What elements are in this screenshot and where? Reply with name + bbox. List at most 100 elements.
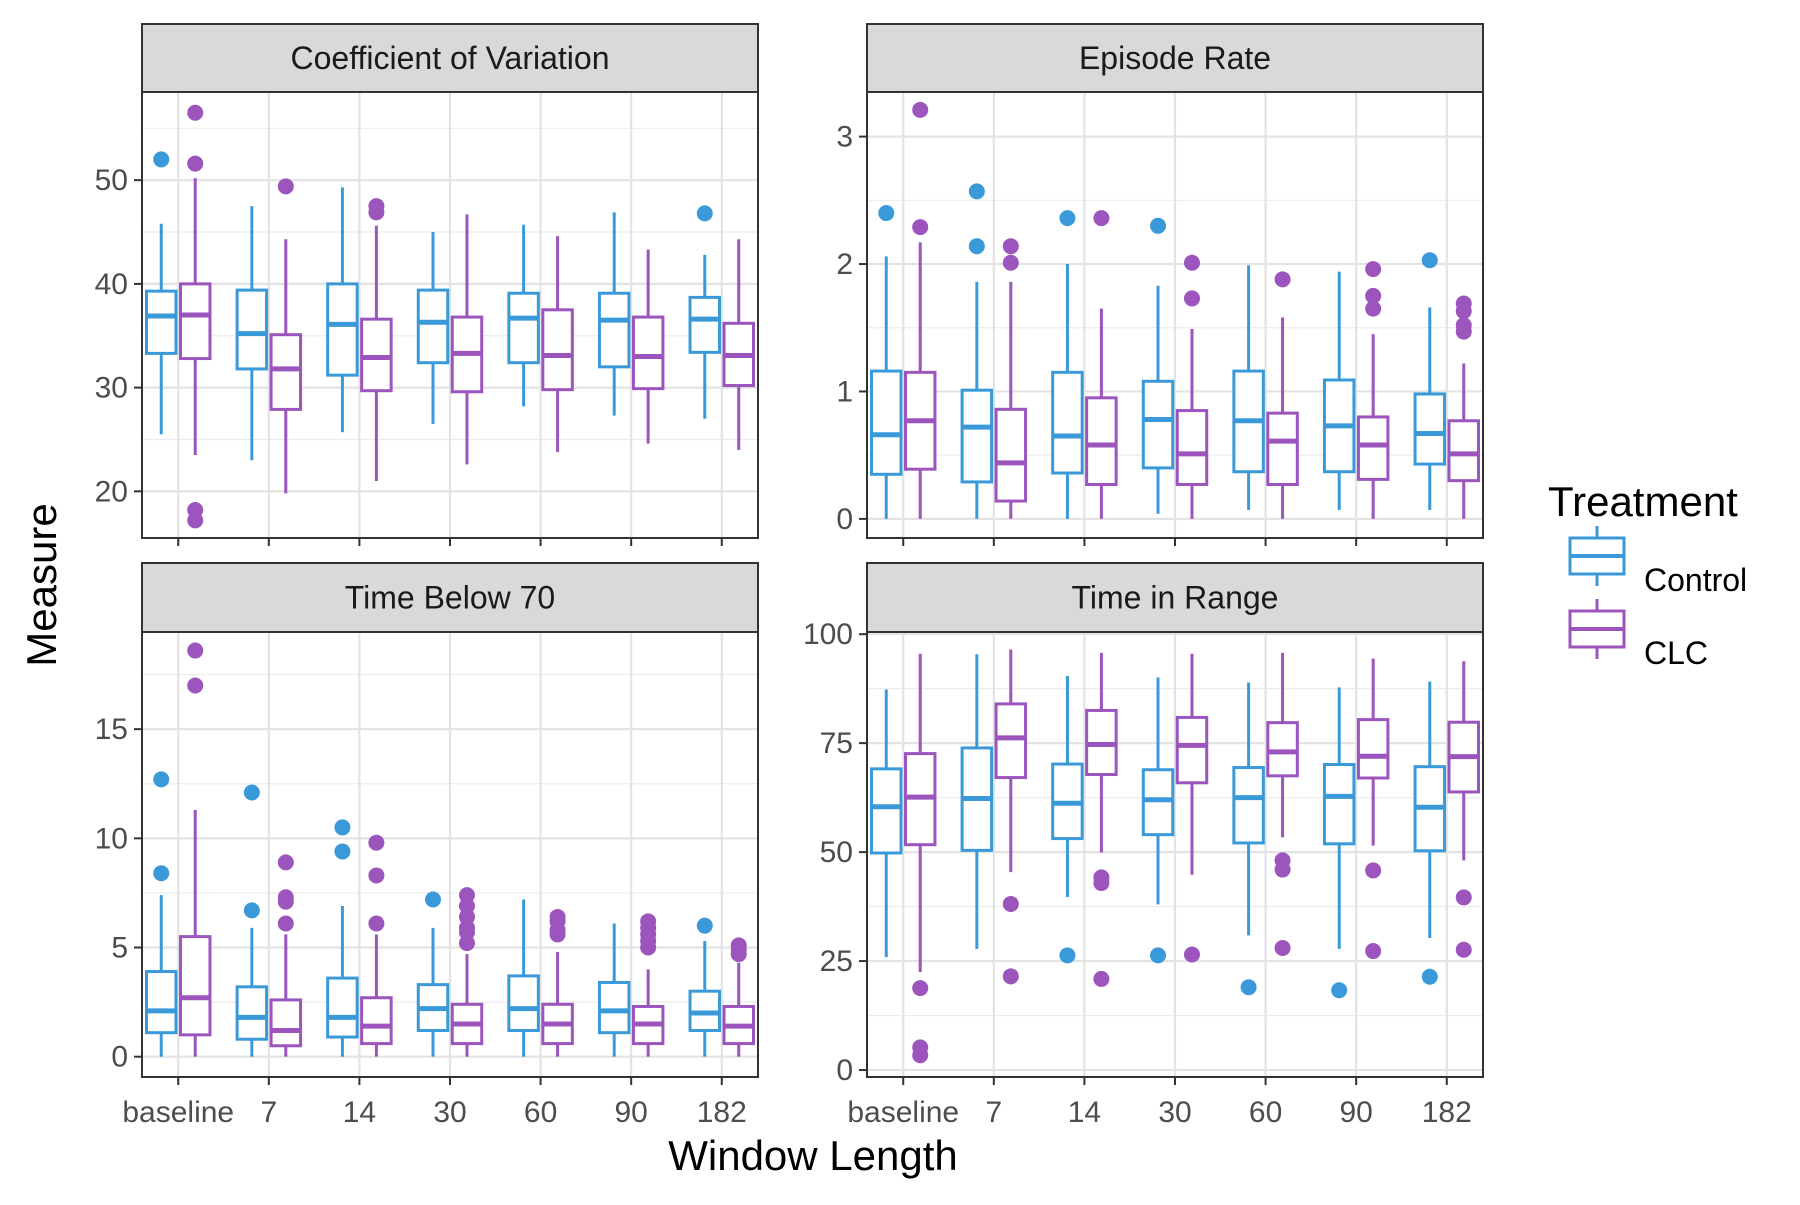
outlier-point <box>968 183 985 200</box>
legend-keys <box>1568 526 1626 659</box>
box-iqr <box>1175 409 1209 486</box>
legend-label-control: Control <box>1644 562 1747 598</box>
outlier-point <box>1365 287 1382 304</box>
box-clc-baseline <box>178 104 212 529</box>
x-tick-label: 30 <box>433 1096 466 1129</box>
outlier-point <box>243 784 260 801</box>
box-iqr <box>326 976 359 1039</box>
y-tick-label: 3 <box>836 121 853 154</box>
box-iqr <box>1051 370 1084 475</box>
box-control-182 <box>688 917 722 1057</box>
outlier-point <box>1365 943 1382 960</box>
box-iqr <box>507 291 540 365</box>
box-iqr <box>1266 721 1299 778</box>
legend-key-control <box>1568 526 1626 586</box>
panel-border <box>866 631 1484 1078</box>
box-iqr <box>145 970 178 1035</box>
y-tick-label: 2 <box>836 248 853 281</box>
x-tick-label: 90 <box>614 1096 647 1129</box>
outlier-point <box>187 155 204 172</box>
outlier-point <box>1421 968 1438 985</box>
box-clc-182 <box>722 239 755 450</box>
box-control-182 <box>1413 681 1447 985</box>
box-clc-14 <box>360 834 393 1057</box>
box-control-182 <box>1413 252 1447 510</box>
outlier-point <box>1365 261 1382 278</box>
box-clc-baseline <box>178 642 212 1057</box>
box-clc-baseline <box>903 101 937 519</box>
outlier-point <box>1365 862 1382 879</box>
outlier-point <box>1421 252 1438 269</box>
box-control-7 <box>235 784 269 1057</box>
panel-border <box>141 91 759 539</box>
y-tick-label: 15 <box>95 713 128 746</box>
outlier-point <box>458 935 475 952</box>
box-iqr <box>235 985 269 1041</box>
box-clc-90 <box>631 913 665 1057</box>
y-tick-label: 100 <box>803 618 853 651</box>
box-clc-60 <box>541 236 574 452</box>
outlier-point <box>425 891 442 908</box>
outlier-point <box>334 843 351 860</box>
outlier-point <box>549 926 566 943</box>
outlier-point <box>1274 271 1291 288</box>
box-clc-30 <box>450 887 484 1057</box>
outlier-point <box>1002 968 1019 985</box>
y-tick-label: 40 <box>95 268 128 301</box>
box-iqr <box>870 369 903 476</box>
outlier-point <box>334 819 351 836</box>
box-iqr <box>597 980 631 1035</box>
box-clc-7 <box>269 854 303 1057</box>
box-clc-14 <box>360 198 393 481</box>
box-control-182 <box>688 205 722 419</box>
x-tick-label: baseline <box>847 1096 959 1129</box>
box-control-90 <box>1322 687 1356 999</box>
box-clc-14 <box>1085 210 1118 519</box>
box-clc-7 <box>994 649 1028 985</box>
outlier-point <box>1183 290 1200 307</box>
outlier-point <box>1093 210 1110 227</box>
box-iqr <box>360 996 393 1046</box>
x-tick-label: 30 <box>1158 1096 1191 1129</box>
box-iqr <box>631 315 665 391</box>
legend-title: Treatment <box>1548 478 1738 525</box>
outlier-point <box>277 893 294 910</box>
x-tick-label: 182 <box>697 1096 747 1129</box>
outlier-point <box>1183 946 1200 963</box>
y-tick-label: 10 <box>95 822 128 855</box>
outlier-point <box>912 980 929 997</box>
box-control-60 <box>507 224 540 407</box>
box-control-90 <box>597 212 631 416</box>
outlier-point <box>1150 947 1167 964</box>
y-tick-label: 5 <box>111 932 128 965</box>
outlier-point <box>277 854 294 871</box>
box-iqr <box>1085 396 1118 486</box>
outlier-point <box>368 204 385 221</box>
box-iqr <box>597 291 631 369</box>
facet-panel-3: Time in Range 0 25 50 75 100 baseline 7 14 30 60 90… <box>803 562 1484 1129</box>
y-axis-title: Measure <box>18 503 65 666</box>
x-tick-label: baseline <box>122 1096 234 1129</box>
outlier-point <box>368 915 385 932</box>
x-tick-label: 182 <box>1422 1096 1472 1129</box>
outlier-point <box>912 1047 929 1064</box>
box-clc-14 <box>1085 652 1118 987</box>
box-clc-90 <box>1356 658 1390 960</box>
box-control-30 <box>416 891 450 1057</box>
box-control-30 <box>1141 217 1175 514</box>
box-iqr <box>145 289 178 355</box>
facet-panel-2: Time Below 70 0 5 10 15 baseline 7 14 30 60 90 182 <box>95 562 759 1129</box>
outlier-point <box>1274 939 1291 956</box>
box-iqr <box>1447 419 1480 483</box>
outlier-point <box>1059 947 1076 964</box>
y-tick-label: 0 <box>836 503 853 536</box>
outlier-point <box>1002 254 1019 271</box>
panels-layer: Coefficient of Variation20304050Episode … <box>95 23 1484 1129</box>
x-tick-label: 60 <box>524 1096 557 1129</box>
box-control-14 <box>326 187 359 433</box>
box-iqr <box>688 295 722 354</box>
box-control-7 <box>960 183 994 519</box>
outlier-point <box>696 917 713 934</box>
